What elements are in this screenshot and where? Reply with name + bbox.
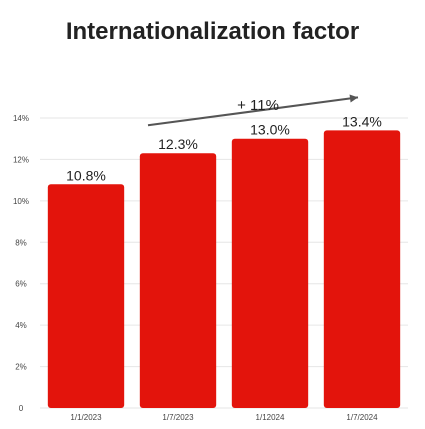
y-tick-label: 6% xyxy=(15,280,27,289)
growth-arrow-line xyxy=(147,96,359,127)
data-label: 10.8% xyxy=(66,167,106,183)
y-tick-label: 2% xyxy=(15,363,27,372)
y-tick-label: 12% xyxy=(13,155,29,164)
data-label: 12.3% xyxy=(158,136,198,152)
bar xyxy=(231,138,309,408)
x-tick-label: 1/12024 xyxy=(256,413,285,422)
data-label: 13.4% xyxy=(342,113,382,129)
y-tick-label: 10% xyxy=(13,197,29,206)
growth-arrow-head xyxy=(349,94,358,103)
data-label: 13.0% xyxy=(250,122,290,138)
y-tick-label: 0 xyxy=(19,404,24,413)
x-tick-label: 1/7/2023 xyxy=(162,413,194,422)
bar xyxy=(323,130,401,408)
x-tick-label: 1/7/2024 xyxy=(346,413,378,422)
bar xyxy=(47,184,125,408)
y-tick-label: 4% xyxy=(15,321,27,330)
bar xyxy=(139,153,217,408)
x-tick-label: 1/1/2023 xyxy=(70,413,102,422)
chart-title: Internationalization factor xyxy=(65,18,360,45)
y-tick-label: 8% xyxy=(15,238,27,247)
growth-annotation: + 11% xyxy=(237,97,279,114)
y-tick-label: 14% xyxy=(13,114,29,123)
